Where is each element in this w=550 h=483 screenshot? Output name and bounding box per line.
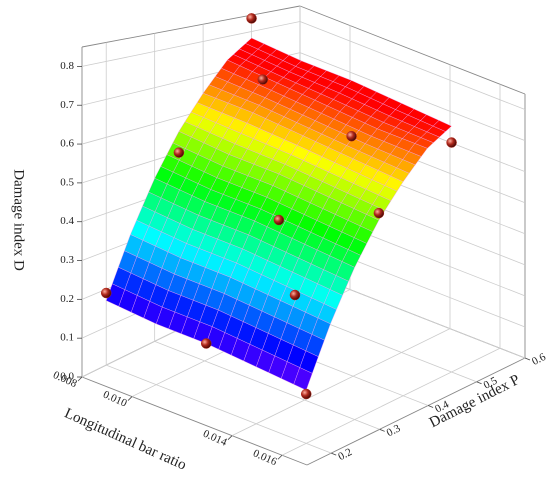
grid-line bbox=[154, 340, 380, 430]
z-tick-label: 0.4 bbox=[60, 215, 74, 227]
x-tick-label: 0.016 bbox=[251, 447, 279, 468]
surface-patch bbox=[293, 367, 313, 391]
grid-line bbox=[106, 364, 332, 454]
tick-mark bbox=[476, 381, 482, 385]
z-axis-title: Damage index D bbox=[11, 169, 27, 271]
x-tick-label: 0.010 bbox=[101, 389, 129, 410]
data-point bbox=[200, 338, 212, 349]
x-axis-title: Longitudinal bar ratio bbox=[62, 405, 189, 473]
y-tick-label: 0.3 bbox=[385, 422, 403, 439]
tick-mark bbox=[227, 435, 233, 440]
grid-line bbox=[299, 52, 526, 141]
y-tick-label: 0.5 bbox=[482, 375, 500, 392]
x-tick-label: 0.008 bbox=[51, 369, 79, 390]
z-tick-label: 0.2 bbox=[60, 293, 74, 305]
z-tick-label: 0.7 bbox=[60, 99, 74, 111]
grid-line bbox=[281, 347, 501, 456]
axis-frame bbox=[306, 357, 526, 466]
tick-mark bbox=[524, 357, 531, 361]
z-tick-label: 0.0 bbox=[60, 371, 74, 383]
grid-line bbox=[299, 21, 526, 110]
axis-frame bbox=[299, 5, 526, 95]
tick-mark bbox=[427, 405, 434, 408]
tick-mark bbox=[331, 452, 337, 456]
tick-mark bbox=[277, 454, 283, 460]
data-point bbox=[289, 289, 301, 301]
data-point bbox=[100, 287, 112, 299]
z-tick-label: 0.8 bbox=[60, 60, 74, 72]
tick-mark bbox=[77, 376, 83, 382]
z-tick-label: 0.5 bbox=[60, 176, 74, 188]
tick-mark bbox=[379, 428, 385, 432]
grid-line bbox=[81, 21, 301, 67]
data-point bbox=[173, 147, 185, 158]
z-tick-label: 0.6 bbox=[60, 138, 74, 150]
x-tick-label: 0.014 bbox=[201, 428, 229, 449]
y-tick-label: 0.6 bbox=[530, 351, 548, 368]
data-point bbox=[300, 388, 312, 400]
y-tick-label: 0.4 bbox=[433, 398, 451, 415]
data-point bbox=[446, 137, 457, 148]
data-point bbox=[273, 214, 285, 226]
data-point bbox=[257, 74, 269, 85]
data-point bbox=[246, 13, 257, 24]
z-tick-label: 0.3 bbox=[60, 254, 74, 266]
axis-frame bbox=[81, 376, 308, 466]
tick-mark bbox=[127, 396, 133, 401]
grid-line bbox=[231, 328, 451, 437]
z-tick-label: 0.1 bbox=[60, 332, 74, 344]
axis-frame bbox=[81, 5, 301, 48]
y-tick-label: 0.2 bbox=[336, 446, 354, 463]
data-point bbox=[346, 130, 357, 142]
data-point bbox=[373, 207, 385, 219]
